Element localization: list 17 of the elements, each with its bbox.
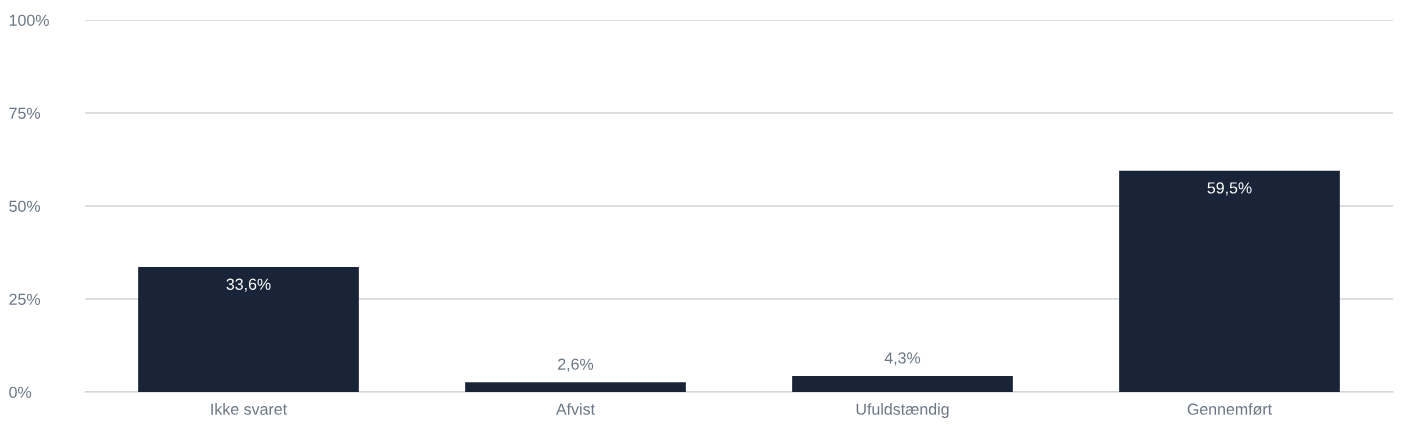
bar (1119, 170, 1340, 392)
y-tick-label: 25% (9, 293, 41, 305)
y-tick-label: 50% (9, 200, 41, 212)
bar (138, 267, 359, 392)
data-label: 59,5% (1207, 182, 1252, 196)
data-label: 2,6% (558, 358, 594, 372)
y-tick-label: 0% (9, 386, 32, 398)
y-tick-label: 75% (9, 107, 41, 119)
y-tick-label: 100% (9, 14, 49, 26)
x-tick-label: Ikke svaret (211, 403, 287, 415)
x-tick-label: Gennemført (1187, 403, 1272, 415)
x-tick-label: Afvist (556, 403, 595, 415)
data-label: 33,6% (226, 278, 271, 292)
bar (792, 376, 1013, 392)
x-tick-label: Ufuldstændig (856, 403, 949, 418)
data-label: 4,3% (884, 352, 921, 366)
bar (465, 382, 686, 392)
